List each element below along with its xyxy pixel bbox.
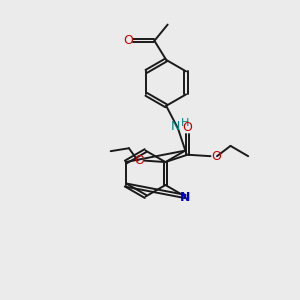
Text: H: H — [181, 118, 190, 128]
Text: N: N — [171, 120, 180, 133]
Text: N: N — [180, 191, 190, 205]
Text: O: O — [183, 121, 193, 134]
Text: O: O — [211, 150, 221, 163]
Text: O: O — [134, 154, 144, 167]
Text: O: O — [123, 34, 133, 47]
